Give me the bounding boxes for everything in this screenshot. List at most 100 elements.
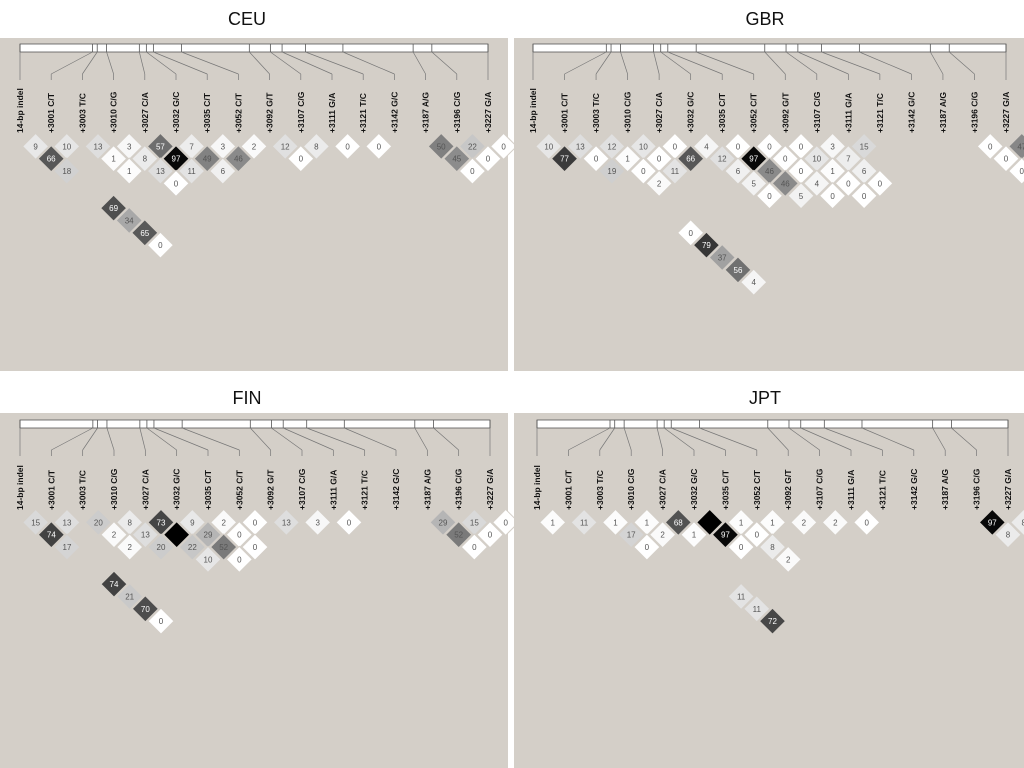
- snp-label: 14-bp indel: [15, 88, 25, 133]
- ld-diamond: [489, 132, 518, 161]
- ld-cell: 46: [224, 144, 253, 173]
- ld-value: 0: [799, 167, 804, 176]
- snp-connector: [82, 427, 98, 451]
- snp-label: +3107 C/G: [812, 91, 822, 133]
- ld-diamond: [994, 520, 1022, 549]
- ld-value: 17: [63, 543, 72, 552]
- ld-value: 0: [830, 192, 835, 201]
- ld-cell: 50: [427, 132, 455, 161]
- ld-cell: 2: [115, 533, 144, 561]
- snp-connector: [139, 427, 146, 451]
- ld-cell: 0: [458, 157, 487, 185]
- snp-connector: [623, 427, 632, 451]
- ld-value: 1: [692, 531, 697, 540]
- ld-diamond: [676, 219, 705, 247]
- ld-value: 1: [739, 518, 744, 527]
- ld-cell: 8: [758, 533, 787, 561]
- ld-value: 0: [1004, 155, 1009, 164]
- snp-connector: [951, 427, 977, 451]
- ld-value: 2: [833, 518, 838, 527]
- ld-value: 11: [580, 518, 589, 527]
- snp-connector: [412, 51, 426, 75]
- ld-value: 0: [237, 531, 242, 540]
- snp-connector: [797, 51, 849, 75]
- snp-label: +3032 G/C: [171, 92, 181, 133]
- ld-cell: 15: [21, 508, 50, 537]
- ld-cell: 12: [708, 144, 736, 173]
- ld-cell: 13: [566, 132, 595, 161]
- snp-connector: [271, 427, 303, 451]
- snp-label: +3121 T/C: [358, 93, 368, 133]
- ld-cell: 0: [992, 144, 1020, 173]
- ld-diamond: [443, 144, 471, 173]
- ld-value: 66: [686, 155, 695, 164]
- ld-value: 0: [988, 142, 993, 151]
- panel-title: FIN: [233, 388, 262, 408]
- ld-value: 8: [143, 155, 148, 164]
- ld-diamond: [850, 182, 878, 210]
- ld-cell: 2: [648, 520, 677, 549]
- snp-connector: [696, 51, 754, 75]
- ld-value: 77: [560, 155, 569, 164]
- ld-cell: 0: [333, 132, 362, 161]
- ld-diamond: [629, 157, 658, 185]
- ld-value: 0: [253, 518, 258, 527]
- ld-cell: 0: [489, 132, 518, 161]
- ld-cell: 11: [743, 595, 771, 623]
- ld-value: 8: [770, 543, 775, 552]
- ld-cell: 6: [209, 157, 237, 185]
- ld-diamond: [570, 508, 598, 537]
- ld-value: 0: [253, 543, 258, 552]
- ld-diamond: [724, 256, 752, 284]
- snp-connector: [564, 51, 607, 75]
- snp-label: +3196 C/G: [969, 91, 979, 133]
- ld-value: 0: [488, 531, 493, 540]
- snp-connector: [433, 427, 459, 451]
- ld-diamond: [727, 533, 755, 561]
- snp-label: +3027 C/A: [140, 469, 150, 510]
- ld-value: 0: [878, 179, 883, 188]
- ld-diamond: [21, 508, 50, 537]
- ld-diamond: [711, 520, 740, 549]
- ld-cell: 20: [84, 508, 113, 537]
- ld-diamond: [755, 182, 784, 210]
- ld-diamond: [115, 533, 144, 561]
- ld-value: 13: [156, 167, 165, 176]
- ld-value: 52: [454, 531, 463, 540]
- ld-value: 0: [174, 179, 179, 188]
- ld-value: 0: [594, 155, 599, 164]
- ld-value: 0: [799, 142, 804, 151]
- ld-diamond: [740, 169, 768, 198]
- ld-diamond: [37, 520, 66, 549]
- snp-connector: [281, 51, 333, 75]
- snp-connector: [139, 51, 146, 75]
- ld-diamond: [37, 144, 65, 173]
- ld-diamond: [365, 132, 393, 161]
- ld-value: 0: [641, 167, 646, 176]
- ld-cell: 65: [131, 219, 159, 247]
- ld-diamond: [740, 268, 768, 296]
- ld-cell: 1: [538, 508, 567, 537]
- snp-label: +3227 G/A: [485, 469, 495, 510]
- ld-value: 0: [486, 155, 491, 164]
- snp-connector: [106, 427, 115, 451]
- ld-value: 21: [125, 592, 134, 601]
- ld-cell: 1: [613, 144, 642, 173]
- ld-cell: 2: [100, 520, 128, 549]
- ld-cell: 18: [53, 157, 81, 185]
- ld-cell: 49: [193, 144, 221, 173]
- snp-label: +3032 G/C: [686, 92, 696, 133]
- ld-diamond: [177, 157, 206, 185]
- ld-cell: 4: [692, 132, 721, 161]
- snp-label: +3187 A/G: [421, 92, 431, 133]
- ld-value: 12: [281, 142, 290, 151]
- ld-diamond: [676, 144, 705, 173]
- ld-diamond: [538, 508, 567, 537]
- panel-title: GBR: [745, 9, 784, 29]
- ld-value: 12: [718, 155, 727, 164]
- ld-cell: 1: [601, 508, 630, 537]
- snp-label: +3121 T/C: [877, 470, 887, 510]
- snp-connector: [859, 51, 912, 75]
- ld-value: 74: [110, 580, 119, 589]
- ld-value: 6: [221, 167, 226, 176]
